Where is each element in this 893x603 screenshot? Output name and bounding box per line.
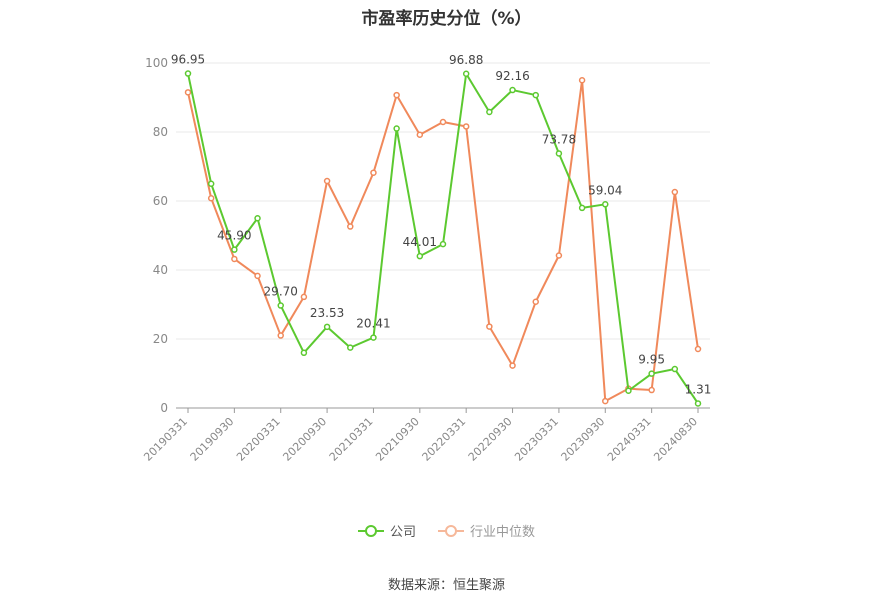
data-point-company xyxy=(625,387,632,394)
data-point-industry xyxy=(393,91,400,99)
data-label: 29.70 xyxy=(264,285,298,299)
legend-swatch-industry xyxy=(438,524,464,538)
data-point-company xyxy=(439,240,447,248)
data-point-company xyxy=(370,334,377,341)
data-label: 73.78 xyxy=(542,132,576,146)
data-point-company xyxy=(416,252,424,260)
data-point-company xyxy=(231,246,238,253)
data-label: 9.95 xyxy=(638,353,665,367)
data-point-industry xyxy=(462,123,470,130)
data-point-industry xyxy=(416,131,424,139)
data-point-industry xyxy=(347,223,354,230)
grid-lines xyxy=(176,62,710,340)
data-point-company xyxy=(555,150,563,157)
x-tick-label: 20200930 xyxy=(280,415,329,464)
data-point-company xyxy=(486,108,493,116)
x-tick-label: 20200331 xyxy=(234,415,283,464)
data-point-company xyxy=(300,349,308,357)
data-label: 92.16 xyxy=(495,69,529,83)
data-point-company xyxy=(509,86,516,94)
legend-item-company[interactable]: 公司 xyxy=(357,521,416,540)
data-point-industry xyxy=(300,293,308,301)
data-point-company xyxy=(648,370,655,377)
data-point-industry xyxy=(602,397,609,405)
data-label: 44.01 xyxy=(403,235,437,249)
data-point-industry xyxy=(486,323,493,330)
data-label: 96.88 xyxy=(449,53,483,67)
legend-label-industry: 行业中位数 xyxy=(470,525,536,540)
y-tick-label: 20 xyxy=(153,332,168,346)
data-source: 数据来源：恒生聚源 xyxy=(387,578,505,593)
data-label: 23.53 xyxy=(310,306,344,320)
data-label: 96.95 xyxy=(171,53,205,67)
y-axis: 0 20 40 60 80 100 xyxy=(145,56,168,415)
data-point-company xyxy=(694,400,702,407)
series-lines xyxy=(184,70,702,407)
data-point-company xyxy=(462,70,470,78)
legend-item-industry[interactable]: 行业中位数 xyxy=(438,521,535,540)
x-tick-label: 20220930 xyxy=(466,415,515,464)
data-point-industry xyxy=(184,89,192,96)
x-tick-label: 20230930 xyxy=(559,415,608,464)
data-point-company xyxy=(347,344,354,351)
x-tick-label: 20190331 xyxy=(141,415,190,464)
x-tick-label: 20190930 xyxy=(188,415,237,464)
data-point-industry xyxy=(231,255,238,263)
data-point-company xyxy=(532,91,539,99)
data-point-company xyxy=(184,70,192,77)
x-tick-label: 20220331 xyxy=(420,415,469,464)
data-point-industry xyxy=(509,362,516,369)
data-point-industry xyxy=(694,345,702,353)
x-tick-label: 20210331 xyxy=(327,415,376,464)
data-label: 45.90 xyxy=(217,229,251,243)
y-tick-label: 40 xyxy=(153,263,168,277)
data-point-company xyxy=(323,323,331,331)
y-tick-label: 100 xyxy=(145,56,168,70)
data-point-company xyxy=(393,125,400,132)
chart-title: 市盈率历史分位（%） xyxy=(361,9,532,29)
x-tick-label: 20230331 xyxy=(512,415,561,464)
data-label: 59.04 xyxy=(588,183,622,197)
data-labels: 96.95 45.90 29.70 23.53 20.41 44.01 96.88 92.16… xyxy=(171,53,712,397)
y-tick-label: 0 xyxy=(160,401,168,415)
data-point-industry xyxy=(323,177,331,185)
data-point-industry xyxy=(370,169,377,176)
data-point-company xyxy=(254,215,261,222)
x-tick-label: 20210930 xyxy=(373,415,422,464)
data-point-industry xyxy=(671,188,679,196)
legend-swatch-company xyxy=(357,524,384,538)
data-point-company xyxy=(207,180,215,187)
data-point-industry xyxy=(207,194,215,202)
data-point-industry xyxy=(578,77,586,84)
x-axis: 2019033120190930202003312020093020210331… xyxy=(141,407,710,464)
data-point-industry xyxy=(648,386,655,394)
legend-label-company: 公司 xyxy=(389,525,416,540)
data-point-industry xyxy=(254,272,261,280)
data-point-industry xyxy=(555,252,563,259)
data-point-industry xyxy=(277,332,284,339)
y-tick-label: 80 xyxy=(153,125,168,139)
data-label: 1.31 xyxy=(685,382,712,396)
x-tick-label: 20240830 xyxy=(651,415,700,464)
data-point-company xyxy=(602,201,609,208)
x-tick-label: 20240331 xyxy=(605,415,654,464)
data-point-industry xyxy=(439,118,447,126)
data-label: 20.41 xyxy=(356,317,390,331)
legend: 公司 行业中位数 xyxy=(0,521,893,540)
data-point-industry xyxy=(532,298,539,305)
data-point-company xyxy=(277,302,284,309)
data-point-company xyxy=(578,204,586,212)
y-tick-label: 60 xyxy=(153,194,168,208)
data-point-company xyxy=(671,365,679,373)
